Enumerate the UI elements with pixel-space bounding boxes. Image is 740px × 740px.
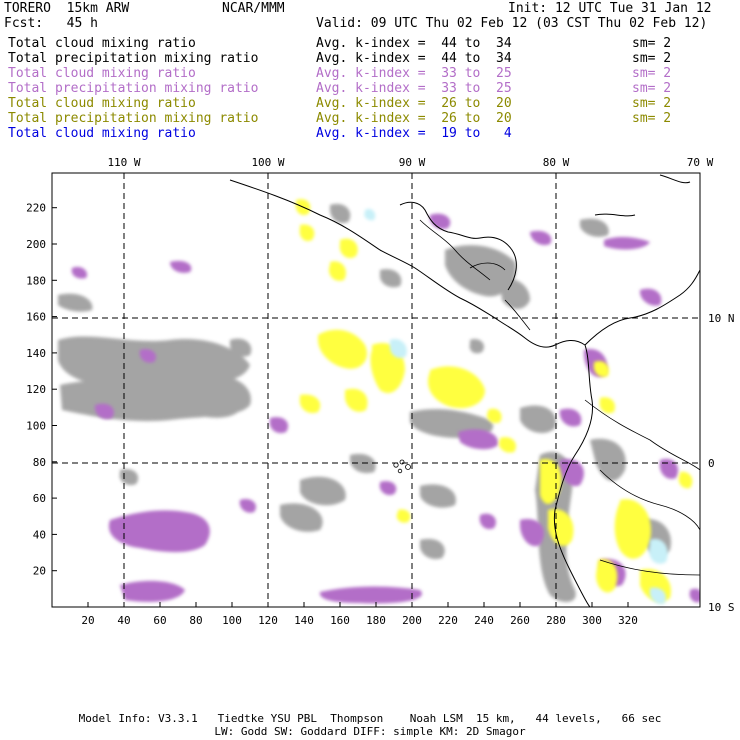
y-tick-label: 200 xyxy=(26,238,46,251)
legend-smoothing: sm= 2 xyxy=(632,51,672,66)
x-tick-label: 260 xyxy=(510,614,530,627)
x-tick-label: 160 xyxy=(330,614,350,627)
longitude-label: 80 W xyxy=(543,156,570,169)
longitude-label: 90 W xyxy=(399,156,426,169)
latitude-label: 10 S xyxy=(708,601,735,614)
latitude-label: 0 xyxy=(708,457,715,470)
galapagos-islands xyxy=(393,459,411,474)
y-tick-label: 140 xyxy=(26,347,46,360)
legend-row: Total cloud mixing ratio Avg. k-index = … xyxy=(8,96,671,171)
legend-index: Avg. k-index = 19 to 4 xyxy=(316,126,512,141)
y-tick-label: 80 xyxy=(33,456,46,469)
legend-row: Total precipitation mixing ratio Avg. k-… xyxy=(8,111,671,186)
x-tick-label: 300 xyxy=(582,614,602,627)
legend-field: Total cloud mixing ratio xyxy=(8,36,196,51)
legend-field: Total cloud mixing ratio xyxy=(8,96,196,111)
x-tick-label: 20 xyxy=(81,614,94,627)
legend-index: Avg. k-index = 26 to 20 xyxy=(316,111,512,126)
legend-field: Total precipitation mixing ratio xyxy=(8,81,259,96)
y-tick-label: 40 xyxy=(33,528,46,541)
longitude-label: 100 W xyxy=(251,156,284,169)
x-tick-label: 40 xyxy=(117,614,130,627)
model-info-line1: Model Info: V3.3.1 Tiedtke YSU PBL Thomp… xyxy=(78,712,662,725)
y-tick-label: 160 xyxy=(26,311,46,324)
legend-row: Total cloud mixing ratio Avg. k-index = … xyxy=(8,126,512,201)
country-borders xyxy=(419,219,700,576)
x-tick-label: 100 xyxy=(222,614,242,627)
x-tick-label: 80 xyxy=(189,614,202,627)
model-name: TORERO 15km ARW xyxy=(4,1,130,16)
legend-field: Total cloud mixing ratio xyxy=(8,66,196,81)
legend-smoothing: sm= 2 xyxy=(632,81,672,96)
x-tick-label: 120 xyxy=(258,614,278,627)
x-tick-label: 60 xyxy=(153,614,166,627)
y-tick-label: 180 xyxy=(26,274,46,287)
legend-index: Avg. k-index = 26 to 20 xyxy=(316,96,512,111)
x-axis-ticks: 20 40 60 80 100 120 140 160 180 200 220 240 260 280 30… xyxy=(81,602,638,627)
legend-smoothing: sm= 2 xyxy=(632,111,672,126)
x-tick-label: 140 xyxy=(294,614,314,627)
latitude-labels: 10 N 0 10 S xyxy=(708,312,735,614)
legend-index: Avg. k-index = 44 to 34 xyxy=(316,36,512,51)
legend-field: Total precipitation mixing ratio xyxy=(8,111,259,126)
valid-time: Valid: 09 UTC Thu 02 Feb 12 (03 CST Thu … xyxy=(316,16,708,31)
longitude-label: 70 W xyxy=(687,156,714,169)
x-tick-label: 320 xyxy=(618,614,638,627)
longitude-label: 110 W xyxy=(107,156,140,169)
x-tick-label: 280 xyxy=(546,614,566,627)
x-tick-label: 200 xyxy=(402,614,422,627)
y-tick-label: 100 xyxy=(26,420,46,433)
legend-row: Total precipitation mixing ratio Avg. k-… xyxy=(8,81,671,156)
y-tick-label: 120 xyxy=(26,383,46,396)
legend-index: Avg. k-index = 33 to 25 xyxy=(316,66,512,81)
y-axis-ticks: 20 40 60 80 100 120 140 160 180 200 220 xyxy=(26,202,57,578)
lat-lon-grid xyxy=(52,173,700,607)
model-info-line2: LW: Godd SW: Goddard DIFF: simple KM: 2D… xyxy=(214,725,526,738)
latitude-label: 10 N xyxy=(708,312,735,325)
y-tick-label: 220 xyxy=(26,202,46,215)
forecast-hour: Fcst: 45 h xyxy=(4,16,98,31)
legend-smoothing: sm= 2 xyxy=(632,96,672,111)
legend-field: Total cloud mixing ratio xyxy=(8,126,196,141)
x-tick-label: 220 xyxy=(438,614,458,627)
legend-row: Total precipitation mixing ratio Avg. k-… xyxy=(8,51,671,126)
y-tick-label: 60 xyxy=(33,492,46,505)
longitude-labels: 110 W 100 W 90 W 80 W 70 W xyxy=(107,156,713,169)
coastlines xyxy=(229,174,700,607)
x-tick-label: 180 xyxy=(366,614,386,627)
init-time: Init: 12 UTC Tue 31 Jan 12 xyxy=(508,1,712,16)
legend-row: Total cloud mixing ratio Avg. k-index = … xyxy=(8,36,671,111)
y-tick-label: 20 xyxy=(33,565,46,578)
organization: NCAR/MMM xyxy=(222,1,285,16)
x-tick-label: 240 xyxy=(474,614,494,627)
legend-smoothing: sm= 2 xyxy=(632,66,672,81)
legend-field: Total precipitation mixing ratio xyxy=(8,51,259,66)
legend-index: Avg. k-index = 44 to 34 xyxy=(316,51,512,66)
legend-smoothing: sm= 2 xyxy=(632,36,672,51)
cyan-cloud-areas xyxy=(364,208,668,605)
legend-row: Total cloud mixing ratio Avg. k-index = … xyxy=(8,66,671,141)
legend-index: Avg. k-index = 33 to 25 xyxy=(316,81,512,96)
